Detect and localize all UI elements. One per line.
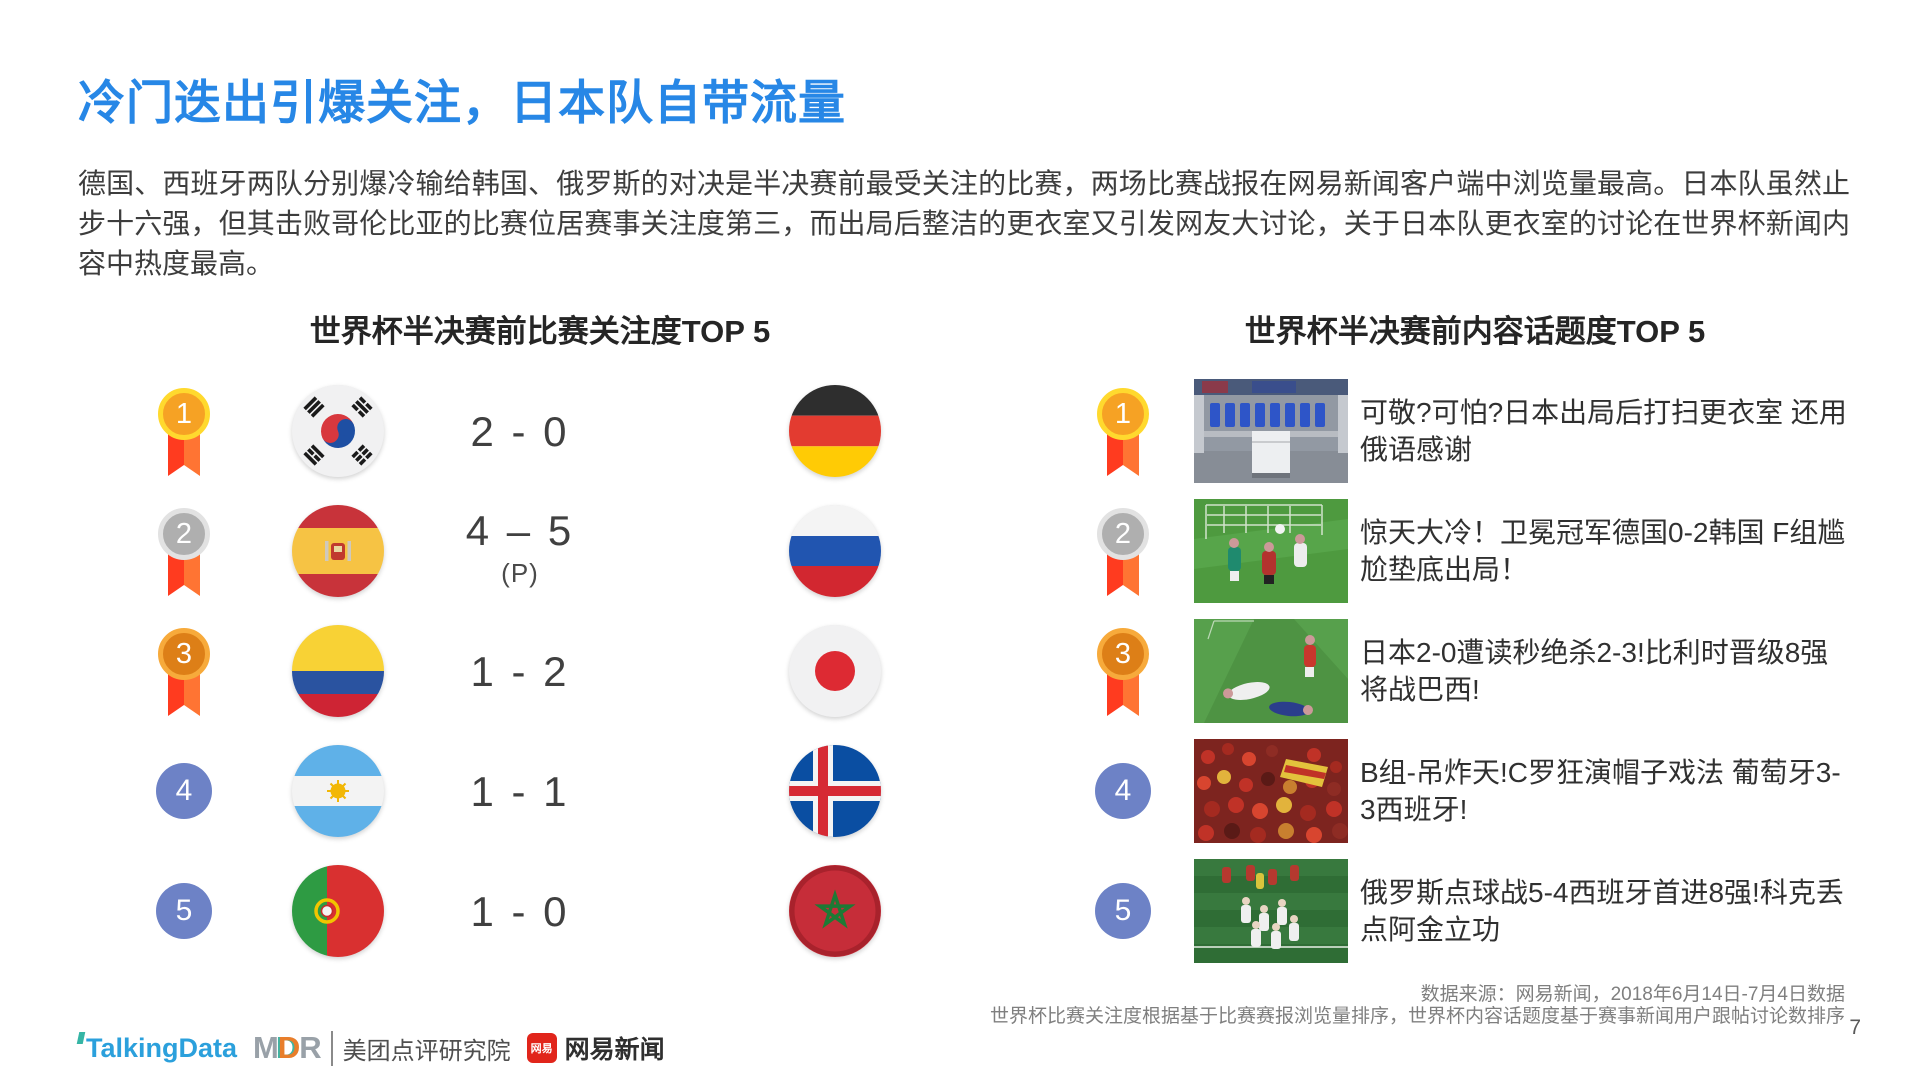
topic-headline: 惊天大冷！卫冕冠军德国0-2韩国 F组尴尬垫底出局！ xyxy=(1360,517,1846,585)
source-line-1: 数据来源：网易新闻，2018年6月14日-7月4日数据 xyxy=(1420,984,1845,1005)
thumbnail-germany-korea-match xyxy=(1194,499,1348,603)
page-number: 7 xyxy=(1849,1016,1861,1039)
topic-row-1: 1 可敬?可怕?日本出局后打扫更衣室 还用俄语感谢 xyxy=(0,371,1921,491)
rank-number: 3 xyxy=(158,628,210,680)
topic-headline: 日本2-0遭读秒绝杀2-3!比利时晋级8强将战巴西! xyxy=(1360,637,1829,705)
match-score: 1 - 0 xyxy=(470,888,570,935)
match-row-3: 3 1 - 2 xyxy=(0,611,1921,731)
topic-row-2: 2 惊天大冷！卫冕冠军德国0-2韩国 F组尴尬垫底出局！ xyxy=(0,491,1921,611)
mdr-logo-icon: MDR xyxy=(253,1030,322,1065)
gold-medal-icon: 1 xyxy=(1097,386,1149,478)
rank-number: 2 xyxy=(1097,508,1149,560)
match-row-5: 5 1 - 0 xyxy=(0,851,1921,971)
topic-headline: 俄罗斯点球战5-4西班牙首进8强!科克丢点阿金立功 xyxy=(1360,877,1844,945)
left-panel-header: 世界杯半决赛前比赛关注度TOP 5 xyxy=(309,314,771,349)
flag-japan-icon xyxy=(789,625,881,717)
match-row-2: 2 4 – 5 (P) xyxy=(0,491,1921,611)
rank-number: 1 xyxy=(1097,388,1149,440)
penalty-note: (P) xyxy=(501,558,539,588)
rank-circle: 5 xyxy=(1095,883,1151,939)
rank-number: 3 xyxy=(1097,628,1149,680)
topic-headline: 可敬?可怕?日本出局后打扫更衣室 还用俄语感谢 xyxy=(1360,397,1847,465)
thumbnail-japan-belgium-match xyxy=(1194,619,1348,723)
gold-medal-icon: 1 xyxy=(158,386,210,478)
rank-circle: 5 xyxy=(156,883,212,939)
thumbnail-russia-spain-penalties xyxy=(1194,859,1348,963)
flag-morocco-icon xyxy=(789,865,881,957)
netease-icon: 网易 xyxy=(526,1033,557,1063)
rank-number: 1 xyxy=(158,388,210,440)
intro-paragraph: 德国、西班牙两队分别爆冷输给韩国、俄罗斯的对决是半决赛前最受关注的比赛，两场比赛… xyxy=(78,168,1850,279)
thumbnail-portugal-spain-fans xyxy=(1194,739,1348,843)
topic-row-4: 4 B组-吊炸天!C罗狂演帽子戏法 葡萄牙3-3西班牙! xyxy=(0,731,1921,851)
page-title: 冷门迭出引爆关注，日本队自带流量 xyxy=(78,76,846,129)
rank-circle: 4 xyxy=(1095,763,1151,819)
flag-iceland-icon xyxy=(789,745,881,837)
match-score: 4 – 5 (P) xyxy=(418,507,622,589)
meituan-dianping-logo: MDR 美团点评研究院 xyxy=(253,1030,511,1066)
topic-headline: B组-吊炸天!C罗狂演帽子戏法 葡萄牙3-3西班牙! xyxy=(1360,757,1841,825)
topic-row-3: 3 日本2-0遭读秒绝杀2-3!比利时晋级8强将战巴西! xyxy=(0,611,1921,731)
netease-news-label: 网易新闻 xyxy=(564,1036,665,1064)
silver-medal-icon: 2 xyxy=(158,506,210,598)
match-score: 1 - 2 xyxy=(470,648,570,695)
rank-circle: 4 xyxy=(156,763,212,819)
netease-news-logo: 网易 网易新闻 xyxy=(526,1030,665,1066)
data-source-note: 数据来源：网易新闻，2018年6月14日-7月4日数据 世界杯比赛关注度根据基于… xyxy=(990,984,1845,1028)
rank-number: 2 xyxy=(158,508,210,560)
right-panel-header: 世界杯半决赛前内容话题度TOP 5 xyxy=(1244,314,1706,349)
footer-logos: TalkingData MDR 美团点评研究院 网易 网易新闻 xyxy=(78,1030,665,1066)
match-row-4: 4 1 - 1 xyxy=(0,731,1921,851)
topic-row-5: 5 俄罗斯点球战5-4西班牙首进8强!科克丢点阿金立功 xyxy=(0,851,1921,971)
bronze-medal-icon: 3 xyxy=(158,626,210,718)
match-row-1: 1 2 - 0 xyxy=(0,371,1921,491)
talkingdata-logo: TalkingData xyxy=(78,1033,237,1064)
bronze-medal-icon: 3 xyxy=(1097,626,1149,718)
thumbnail-japan-locker-room xyxy=(1194,379,1348,483)
match-score: 1 - 1 xyxy=(470,768,570,815)
source-line-2: 世界杯比赛关注度根据基于比赛赛报浏览量排序，世界杯内容话题度基于赛事新闻用户跟帖… xyxy=(989,1006,1845,1027)
silver-medal-icon: 2 xyxy=(1097,506,1149,598)
match-score: 2 - 0 xyxy=(470,408,570,455)
meituan-research-label: 美团点评研究院 xyxy=(330,1030,511,1066)
flag-south-korea-icon xyxy=(292,385,384,477)
